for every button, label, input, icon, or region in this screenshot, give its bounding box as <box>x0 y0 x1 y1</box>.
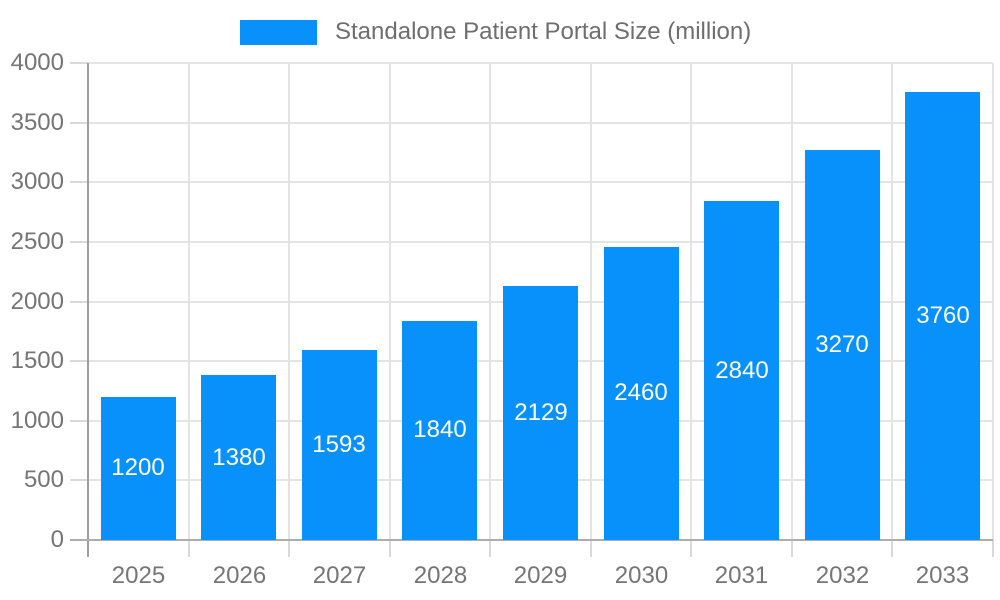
bar-value-label: 1200 <box>111 454 165 481</box>
y-gridline <box>88 241 993 243</box>
y-gridline <box>88 62 993 64</box>
y-gridline <box>88 181 993 183</box>
bar[interactable] <box>503 286 578 540</box>
x-axis-tick <box>690 540 692 557</box>
bar-value-label: 2840 <box>715 357 769 384</box>
x-axis-tick <box>992 540 994 557</box>
x-axis-category-label: 2026 <box>212 562 267 589</box>
bar-value-label: 1380 <box>212 444 266 471</box>
x-axis-tick <box>791 540 793 557</box>
y-axis-label: 4000 <box>10 49 64 76</box>
y-axis-label: 3500 <box>10 109 64 136</box>
bar[interactable] <box>201 375 276 540</box>
x-gridline <box>288 63 290 540</box>
x-gridline <box>791 63 793 540</box>
bar[interactable] <box>402 321 477 540</box>
bar-value-label: 3760 <box>916 302 970 329</box>
y-axis-tick <box>70 122 88 124</box>
x-axis-category-label: 2028 <box>413 562 468 589</box>
x-axis-category-label: 2027 <box>312 562 367 589</box>
y-axis-label: 1000 <box>10 407 64 434</box>
x-axis-tick <box>389 540 391 557</box>
y-axis-tick <box>70 241 88 243</box>
x-axis-category-label: 2031 <box>714 562 769 589</box>
x-axis-category-label: 2030 <box>614 562 669 589</box>
y-axis-label: 1500 <box>10 347 64 374</box>
x-gridline <box>188 63 190 540</box>
y-axis-tick <box>70 301 88 303</box>
y-gridline <box>88 122 993 124</box>
x-axis-tick <box>489 540 491 557</box>
y-axis-tick <box>70 181 88 183</box>
y-axis-label: 3000 <box>10 168 64 195</box>
y-axis-tick <box>70 479 88 481</box>
x-axis-line <box>70 539 993 541</box>
y-axis-tick <box>70 360 88 362</box>
legend[interactable]: Standalone Patient Portal Size (million) <box>240 18 751 46</box>
bar[interactable] <box>101 397 176 540</box>
bar[interactable] <box>704 201 779 540</box>
x-axis-tick <box>891 540 893 557</box>
bar[interactable] <box>302 350 377 540</box>
bar[interactable] <box>604 247 679 540</box>
x-axis-category-label: 2025 <box>111 562 166 589</box>
bar-value-label: 1840 <box>413 416 467 443</box>
bar-value-label: 2129 <box>514 399 568 426</box>
y-axis-label: 0 <box>50 526 64 553</box>
y-axis-label: 500 <box>23 466 64 493</box>
y-axis-tick <box>70 420 88 422</box>
y-axis-label: 2500 <box>10 228 64 255</box>
x-gridline <box>690 63 692 540</box>
y-axis-line <box>87 63 89 557</box>
x-gridline <box>590 63 592 540</box>
x-gridline <box>489 63 491 540</box>
x-axis-category-label: 2032 <box>815 562 870 589</box>
x-axis-category-label: 2033 <box>915 562 970 589</box>
bar[interactable] <box>805 150 880 540</box>
bar-value-label: 3270 <box>815 331 869 358</box>
x-axis-category-label: 2029 <box>513 562 568 589</box>
legend-swatch <box>240 19 317 45</box>
x-gridline <box>992 63 994 540</box>
bar-value-label: 2460 <box>614 379 668 406</box>
y-axis-label: 2000 <box>10 288 64 315</box>
legend-label: Standalone Patient Portal Size (million) <box>335 18 752 45</box>
x-gridline <box>389 63 391 540</box>
bar-value-label: 1593 <box>312 431 366 458</box>
x-gridline <box>891 63 893 540</box>
x-axis-tick <box>288 540 290 557</box>
x-axis-tick <box>188 540 190 557</box>
y-axis-tick <box>70 62 88 64</box>
x-axis-tick <box>590 540 592 557</box>
bar[interactable] <box>905 92 980 540</box>
